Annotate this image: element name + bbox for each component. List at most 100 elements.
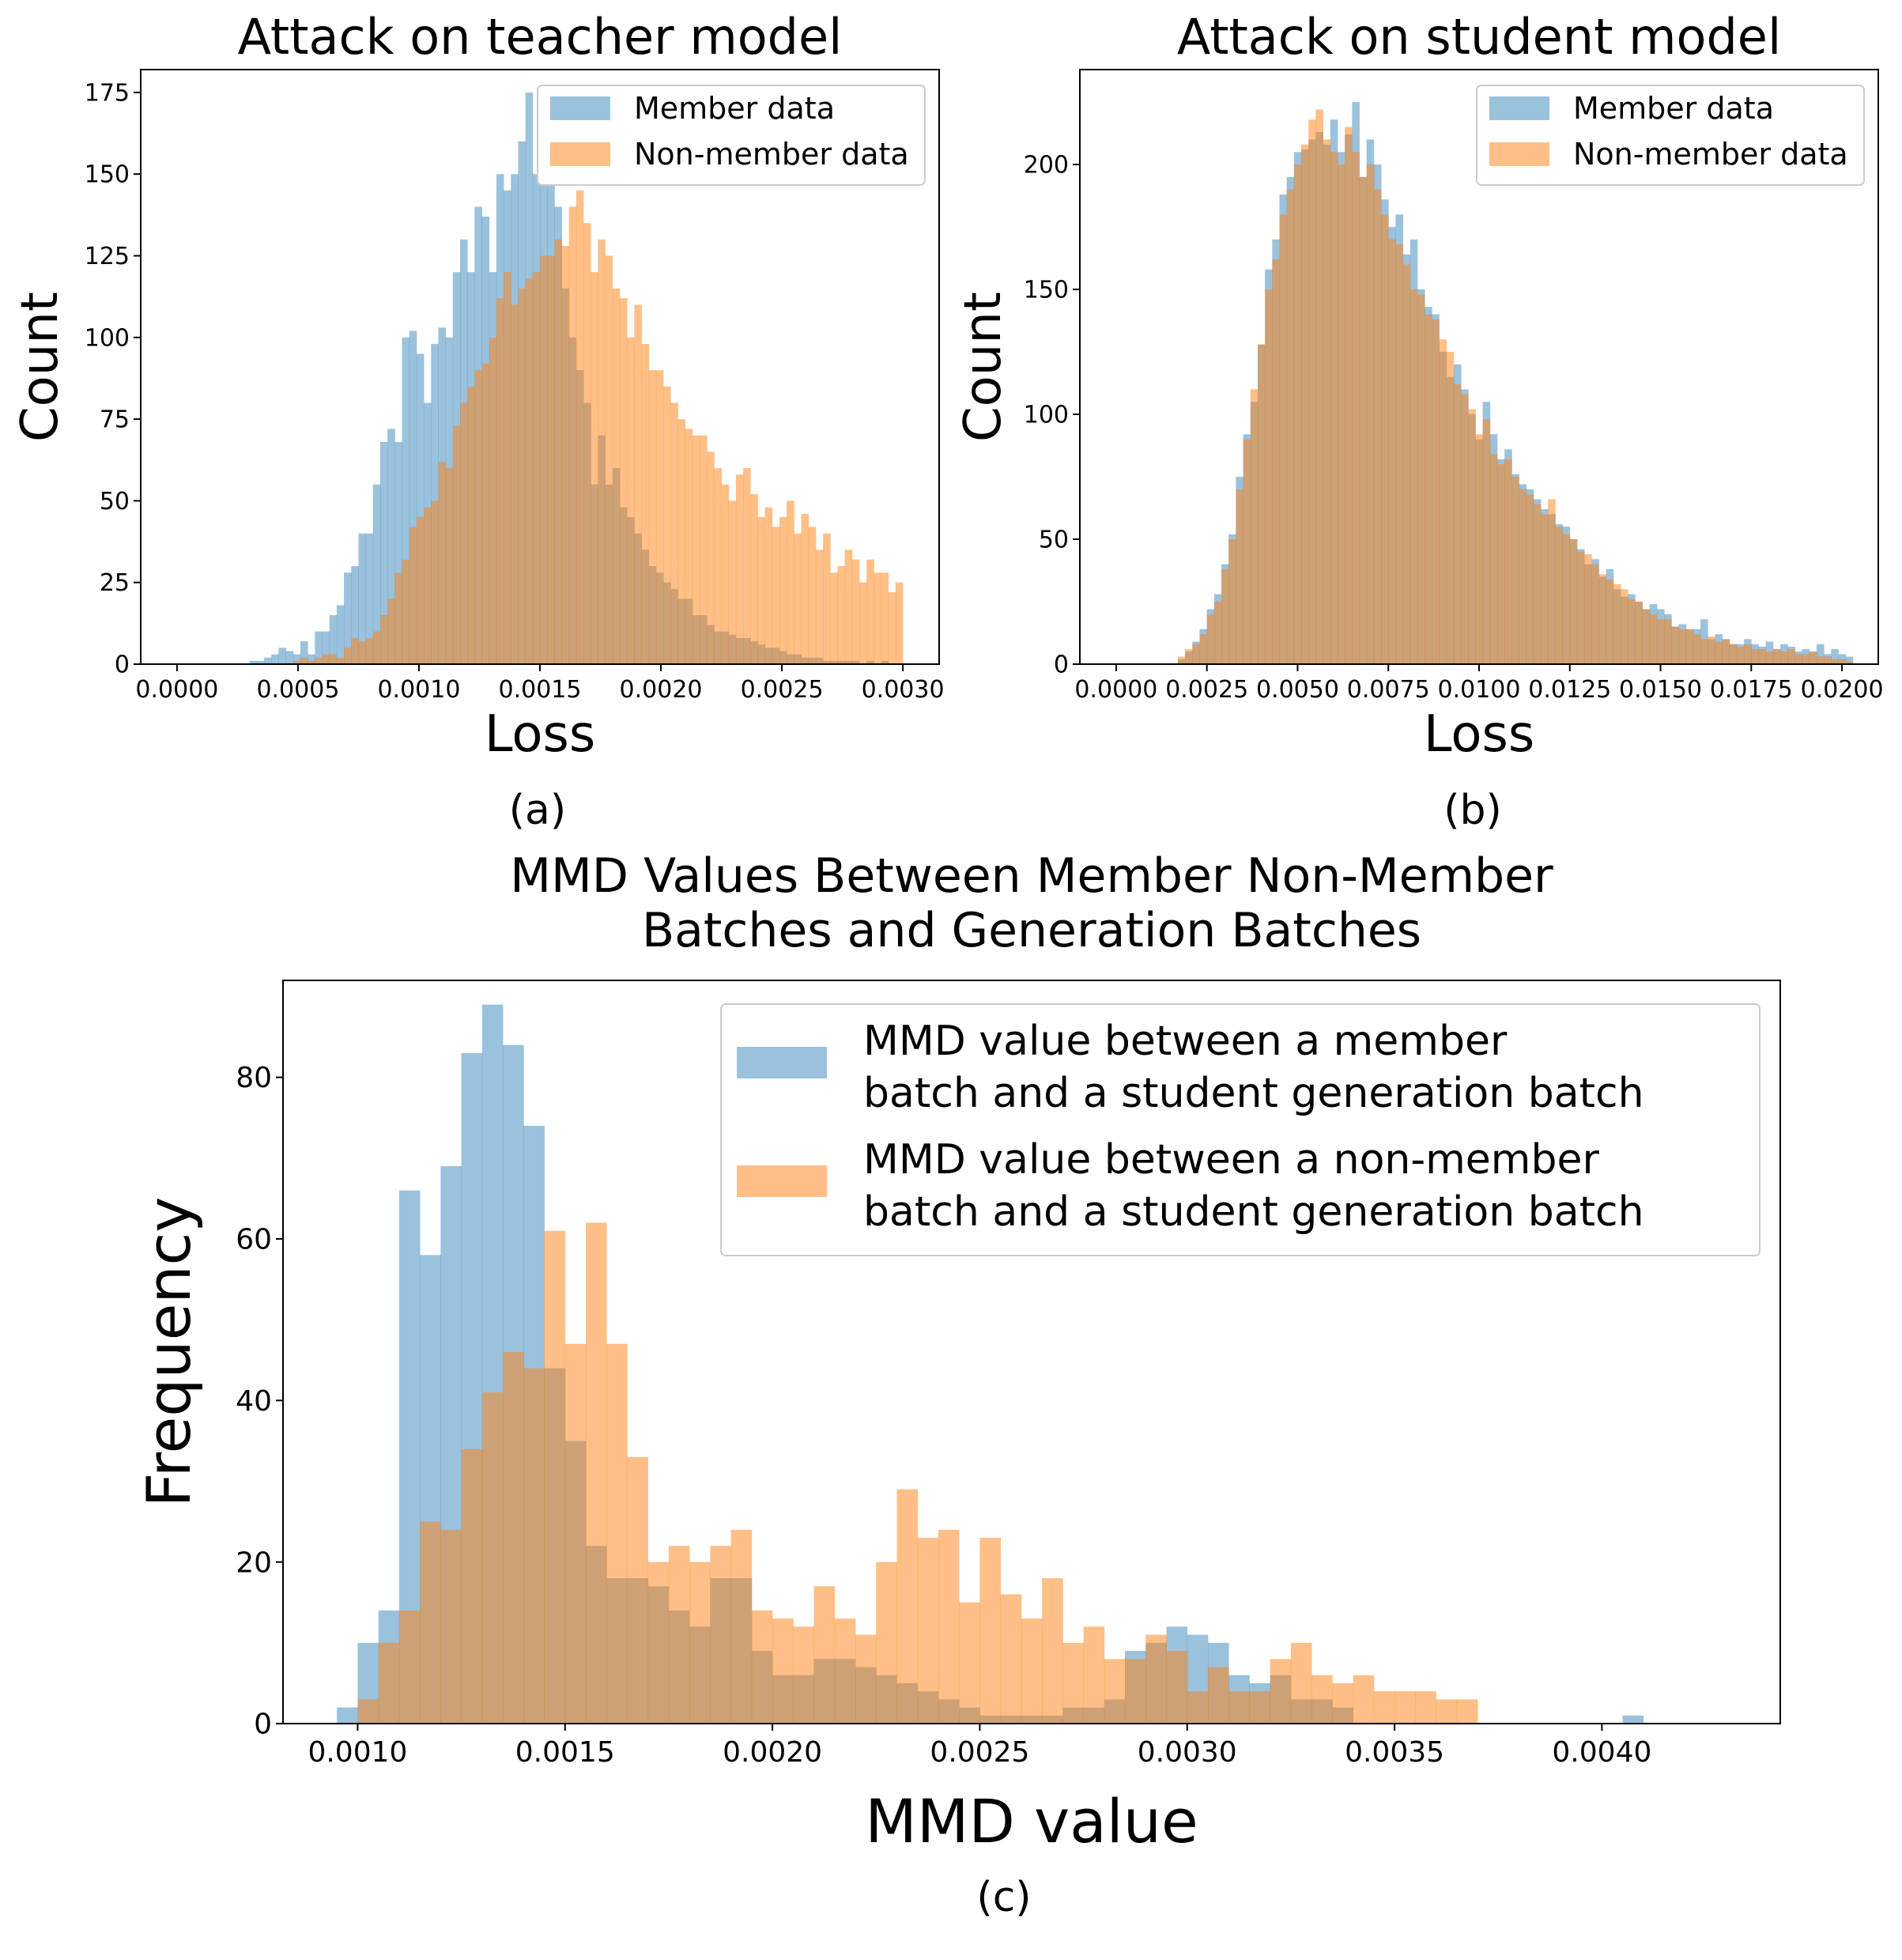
- histogram-bar: [416, 353, 425, 664]
- x-axis-label: Loss: [1424, 705, 1534, 764]
- histogram-bar: [700, 435, 708, 664]
- histogram-bar: [1345, 127, 1353, 665]
- y-tick-label: 80: [236, 1062, 272, 1094]
- legend-swatch-nonmember: [737, 1165, 827, 1197]
- histogram-bar: [1642, 609, 1651, 664]
- histogram-bar: [728, 500, 737, 664]
- histogram-bar: [416, 517, 425, 664]
- chart-title: Batches and Generation Batches: [642, 903, 1421, 958]
- histogram-bar: [1439, 339, 1447, 664]
- histogram-bar: [1187, 1691, 1209, 1724]
- histogram-bar: [895, 582, 904, 664]
- histogram-bar: [1359, 176, 1368, 664]
- histogram-bar: [1765, 651, 1774, 664]
- legend-swatch-member: [1489, 96, 1549, 120]
- histogram-bar: [308, 660, 315, 664]
- histogram-bar: [1461, 394, 1469, 664]
- chart-title: MMD Values Between Member Non-Member: [510, 854, 1553, 904]
- histogram-bar: [1315, 109, 1323, 664]
- histogram-bar: [1482, 419, 1491, 664]
- histogram-bar: [1809, 651, 1817, 664]
- histogram-bar: [1562, 534, 1571, 664]
- histogram-bar: [460, 402, 468, 664]
- histogram-bar: [1489, 454, 1498, 664]
- histogram-bar: [1330, 152, 1338, 664]
- legend-label-member: Member data: [1573, 91, 1774, 126]
- histogram-bar: [692, 435, 700, 664]
- histogram-bar: [1576, 551, 1585, 664]
- histogram-bar: [1780, 651, 1788, 664]
- histogram-bar: [1475, 434, 1483, 664]
- histogram-bar: [888, 592, 896, 664]
- chart-c-panel: 0.0010 0.0015 0.0020 0.0025 0.0030 0.0035 0.00…: [0, 848, 1902, 1957]
- histogram-bar: [830, 572, 838, 664]
- x-tick-label: 0.0100: [1438, 676, 1521, 704]
- histogram-bar: [1279, 214, 1288, 664]
- histogram-bar: [525, 278, 534, 664]
- histogram-bar: [380, 442, 388, 664]
- histogram-bar: [1722, 639, 1730, 664]
- histogram-bar: [1270, 1659, 1292, 1724]
- histogram-bar: [1453, 384, 1462, 664]
- histogram-bar: [1736, 646, 1745, 664]
- legend-label-nonmember: MMD value between a non-member: [863, 1136, 1599, 1184]
- histogram-bar: [794, 533, 802, 664]
- histogram-bar: [1693, 634, 1701, 664]
- histogram-bar: [387, 599, 395, 664]
- legend-label-member: batch and a student generation batch: [863, 1070, 1644, 1117]
- histogram-bar: [1802, 654, 1810, 664]
- histogram-bar: [409, 527, 417, 664]
- histogram-bar: [300, 657, 308, 664]
- x-tick-label: 0.0030: [1138, 1736, 1237, 1769]
- histogram-bar: [378, 1642, 400, 1724]
- histogram-bar: [764, 507, 773, 664]
- histogram-bar: [322, 654, 330, 664]
- histogram-bar: [1656, 619, 1665, 664]
- histogram-bar: [344, 572, 352, 664]
- histogram-bar: [1838, 659, 1847, 664]
- histogram-bar: [670, 402, 678, 664]
- histogram-bar: [1432, 319, 1440, 664]
- histogram-bar: [1533, 504, 1542, 664]
- histogram-bar: [503, 1352, 524, 1724]
- histogram-bar: [735, 474, 744, 664]
- caption-b: (b): [1443, 787, 1502, 834]
- histogram-bar: [402, 559, 410, 664]
- histogram-bar: [730, 1529, 753, 1724]
- histogram-bar: [554, 239, 562, 664]
- histogram-bar: [1021, 1618, 1043, 1724]
- histogram-bar: [315, 657, 323, 664]
- histogram-bar: [1332, 1682, 1354, 1724]
- y-axis-label: Frequency: [134, 1197, 204, 1508]
- x-tick-label: 0.0020: [620, 676, 703, 704]
- histogram-bar: [1290, 1642, 1312, 1724]
- x-tick-label: 0.0040: [1552, 1736, 1651, 1769]
- histogram-bar: [1541, 514, 1549, 664]
- x-axis-label: MMD value: [865, 1786, 1198, 1856]
- x-tick-label: 0.0015: [515, 1736, 615, 1769]
- series-nonmember: [292, 190, 904, 665]
- histogram-bar: [779, 517, 787, 664]
- histogram-bar: [1446, 352, 1455, 664]
- histogram-bar: [431, 500, 439, 664]
- histogram-bar: [793, 1626, 814, 1724]
- x-tick-label: 0.0025: [930, 1736, 1029, 1769]
- histogram-bar: [583, 223, 591, 664]
- x-tick-label: 0.0010: [377, 676, 460, 704]
- histogram-bar: [1621, 589, 1628, 664]
- y-tick-label: 100: [85, 324, 130, 352]
- histogram-bar: [1083, 1626, 1105, 1724]
- histogram-bar: [1286, 189, 1295, 664]
- histogram-bar: [452, 425, 461, 664]
- x-tick-label: 0.0150: [1619, 676, 1702, 704]
- histogram-bar: [1177, 656, 1186, 664]
- chart-c: 0.0010 0.0015 0.0020 0.0025 0.0030 0.0035 0.00…: [134, 848, 1781, 1856]
- histogram-bar: [1436, 1699, 1458, 1724]
- histogram-bar: [1373, 1691, 1395, 1724]
- x-tick-label: 0.0000: [1074, 676, 1157, 704]
- histogram-bar: [1042, 1578, 1063, 1724]
- histogram-bar: [1272, 259, 1280, 664]
- chart-a: 0.0000 0.0005 0.0010 0.0015 0.0020 0.0025 0.00…: [11, 8, 945, 764]
- histogram-bar: [365, 637, 374, 664]
- histogram-bar: [1192, 644, 1200, 664]
